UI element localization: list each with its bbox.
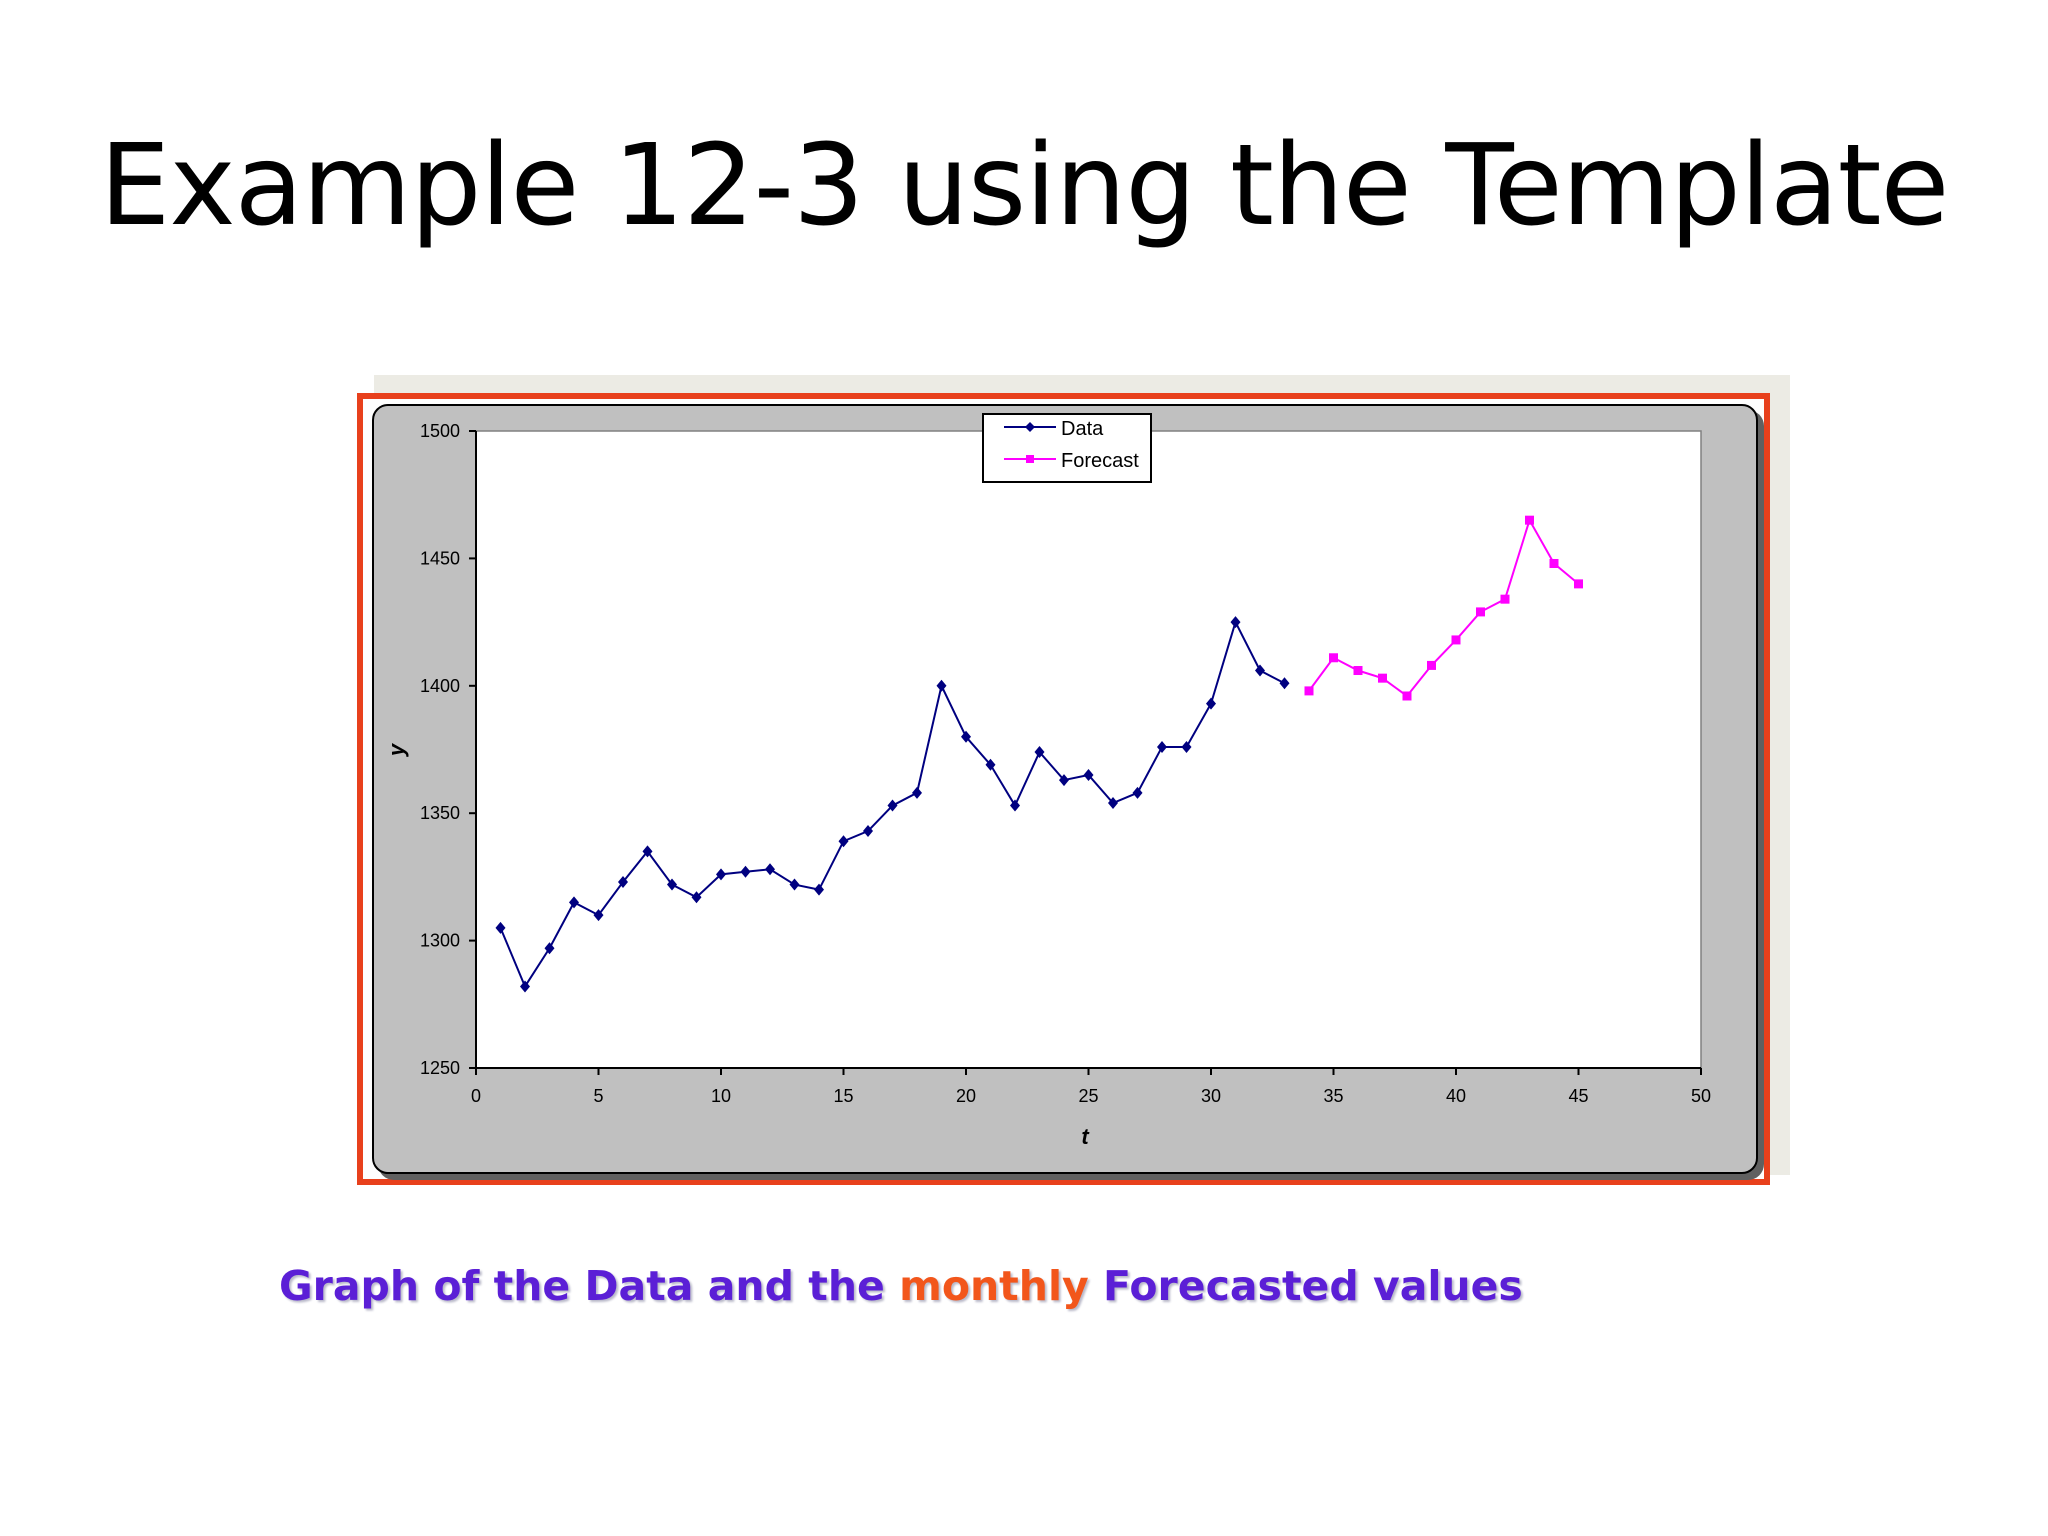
data-point (1157, 740, 1167, 753)
data-point (912, 786, 922, 799)
x-tick-label: 5 (593, 1086, 603, 1106)
y-tick-label: 1300 (420, 931, 460, 951)
y-axis-label: y (384, 742, 409, 757)
data-point (1279, 677, 1290, 690)
forecast-point (1476, 607, 1485, 617)
data-point (716, 868, 726, 881)
forecast-point (1427, 660, 1436, 670)
data-point (1206, 697, 1216, 710)
data-point (569, 896, 579, 909)
data-point (1132, 786, 1143, 799)
forecast-point (1525, 515, 1534, 525)
forecast-point (1402, 691, 1412, 701)
x-tick-label: 30 (1201, 1086, 1221, 1106)
legend-label-forecast: Forecast (1061, 450, 1139, 472)
forecast-point (1304, 686, 1314, 696)
data-point (691, 891, 702, 904)
data-point (838, 835, 849, 848)
plot-area (475, 430, 1702, 1069)
x-tick-label: 15 (833, 1086, 853, 1106)
data-point (1181, 740, 1192, 753)
forecast-point (1378, 673, 1387, 683)
data-point (1083, 768, 1094, 781)
data-point (642, 845, 653, 858)
y-tick-label: 1500 (420, 421, 460, 441)
data-point (863, 825, 873, 838)
series-layer (495, 515, 1583, 993)
data-point (789, 878, 800, 891)
forecast-point (1500, 594, 1510, 604)
data-point (887, 799, 898, 812)
caption-text: Graph of the Data and the (279, 1262, 900, 1310)
data-point (814, 883, 824, 896)
x-tick-label: 0 (471, 1086, 481, 1106)
data-point (1108, 797, 1118, 810)
slide-caption: Graph of the Data and the monthly Foreca… (279, 1262, 1523, 1310)
legend-box (982, 413, 1152, 483)
data-point (1034, 746, 1045, 759)
legend-forecast-swatch-marker (1026, 455, 1034, 463)
legend-label-data: Data (1061, 418, 1104, 440)
x-axis-label: t (1081, 1124, 1090, 1149)
forecast-point (1574, 579, 1583, 589)
data-point (1059, 774, 1069, 787)
x-tick-label: 45 (1568, 1086, 1588, 1106)
y-tick-label: 1450 (420, 548, 460, 568)
data-point (740, 865, 751, 878)
x-tick-label: 20 (956, 1086, 976, 1106)
x-tick-label: 25 (1078, 1086, 1098, 1106)
forecast-point (1353, 666, 1363, 676)
forecast-point (1451, 635, 1461, 645)
x-tick-label: 10 (711, 1086, 731, 1106)
data-point (544, 942, 555, 955)
y-tick-label: 1250 (420, 1058, 460, 1078)
legend-data-swatch-marker (1025, 422, 1035, 432)
forecast-point (1329, 653, 1338, 663)
data-point (1230, 616, 1241, 629)
data-point (936, 679, 947, 692)
data-point (1010, 799, 1020, 812)
data-point (961, 730, 971, 743)
data-point (618, 875, 628, 888)
caption-text-end: Forecasted values (1088, 1262, 1523, 1310)
forecast-point (1549, 558, 1559, 568)
data-point (667, 878, 677, 891)
y-tick-label: 1350 (420, 803, 460, 823)
y-tick-label: 1400 (420, 676, 460, 696)
data-point (1255, 664, 1265, 677)
slide-title: Example 12-3 using the Template (99, 121, 1950, 251)
x-tick-label: 35 (1323, 1086, 1343, 1106)
x-tick-label: 40 (1446, 1086, 1466, 1106)
caption-accent-text: monthly (899, 1262, 1089, 1310)
data-point (495, 921, 506, 934)
data-point (593, 909, 604, 922)
axes: 0 5 10 15 20 25 30 35 40 45 50 1250 1300 1350 1400 1450… (420, 421, 1711, 1106)
data-point (985, 758, 996, 771)
data-point (520, 980, 530, 993)
x-tick-label: 50 (1691, 1086, 1711, 1106)
chart-legend: Data Forecast (982, 413, 1152, 483)
data-point (765, 863, 775, 876)
